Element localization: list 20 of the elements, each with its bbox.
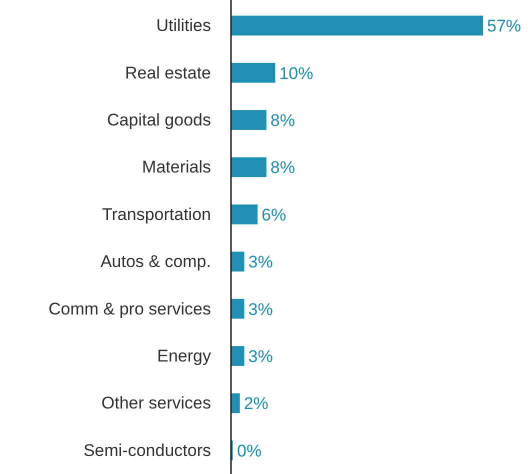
y-tick-label: Autos & comp.	[100, 252, 211, 272]
data-label: 8%	[270, 158, 295, 178]
y-tick-label: Transportation	[102, 204, 211, 224]
y-tick-label: Other services	[101, 394, 211, 413]
data-label: 3%	[248, 346, 273, 366]
data-label: 3%	[248, 300, 273, 319]
data-label: 10%	[279, 64, 314, 83]
y-tick-label: Real estate	[125, 63, 211, 82]
y-tick-label: Energy	[157, 346, 212, 366]
data-label: 2%	[244, 394, 268, 414]
data-label: 6%	[262, 205, 286, 224]
y-tick-label: Utilities	[156, 16, 211, 36]
y-tick-label: Capital goods	[107, 110, 211, 130]
data-label: 8%	[270, 110, 295, 130]
data-label: 0%	[237, 441, 262, 460]
y-tick-label: Materials	[142, 158, 211, 177]
data-label: 57%	[487, 16, 522, 36]
y-tick-label: Semi-conductors	[83, 440, 211, 460]
y-tick-label: Comm & pro services	[48, 299, 211, 318]
data-label: 3%	[248, 252, 273, 272]
